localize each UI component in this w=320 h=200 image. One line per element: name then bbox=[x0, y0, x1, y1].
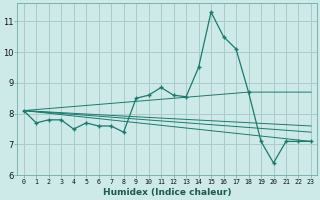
X-axis label: Humidex (Indice chaleur): Humidex (Indice chaleur) bbox=[103, 188, 232, 197]
